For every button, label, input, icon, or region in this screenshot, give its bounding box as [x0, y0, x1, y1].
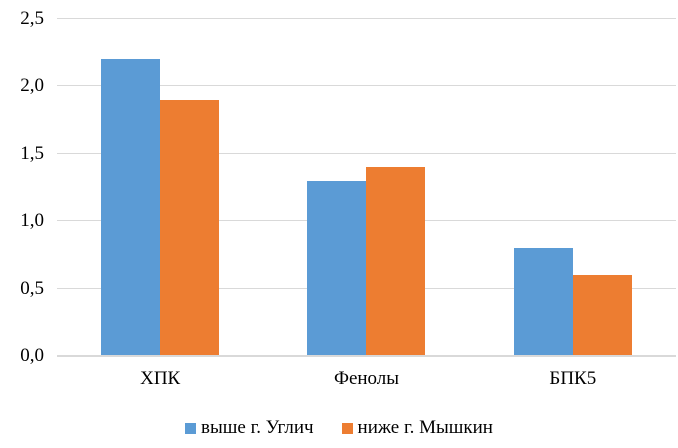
legend-swatch-icon	[185, 422, 197, 434]
legend-item: выше г. Углич	[185, 417, 314, 439]
x-axis-line	[57, 355, 676, 357]
bar	[160, 99, 220, 356]
gridline	[57, 152, 676, 154]
x-axis-category-label: БПК5	[549, 368, 597, 389]
y-tick-label: 2,0	[20, 75, 44, 97]
legend-item: ниже г. Мышкин	[341, 417, 493, 439]
bar	[101, 59, 161, 356]
legend: выше г. Углич ниже г. Мышкин	[0, 417, 678, 439]
legend-swatch-icon	[341, 422, 353, 434]
bar-group	[57, 19, 263, 356]
gridline	[57, 85, 676, 87]
plot-area	[57, 18, 676, 357]
x-axis-category-label: ХПК	[140, 368, 181, 389]
bar-group	[263, 19, 469, 356]
y-tick-label: 2,5	[20, 8, 44, 29]
bar	[513, 248, 573, 356]
y-tick-label: 0,0	[20, 345, 44, 366]
legend-label: ниже г. Мышкин	[357, 417, 493, 438]
bar-group	[470, 19, 676, 356]
bar-groups	[57, 19, 676, 356]
bar	[366, 167, 426, 356]
bar	[307, 180, 367, 356]
y-tick-label: 1,0	[20, 210, 44, 232]
x-axis-category-label: Фенолы	[333, 368, 400, 389]
legend-label: выше г. Углич	[201, 417, 314, 438]
y-tick-label: 1,5	[20, 142, 44, 164]
gridline	[57, 18, 676, 19]
bar	[572, 275, 632, 356]
x-axis-labels: ХПК Фенолы БПК5	[57, 368, 676, 390]
y-tick-label: 0,5	[20, 277, 44, 299]
